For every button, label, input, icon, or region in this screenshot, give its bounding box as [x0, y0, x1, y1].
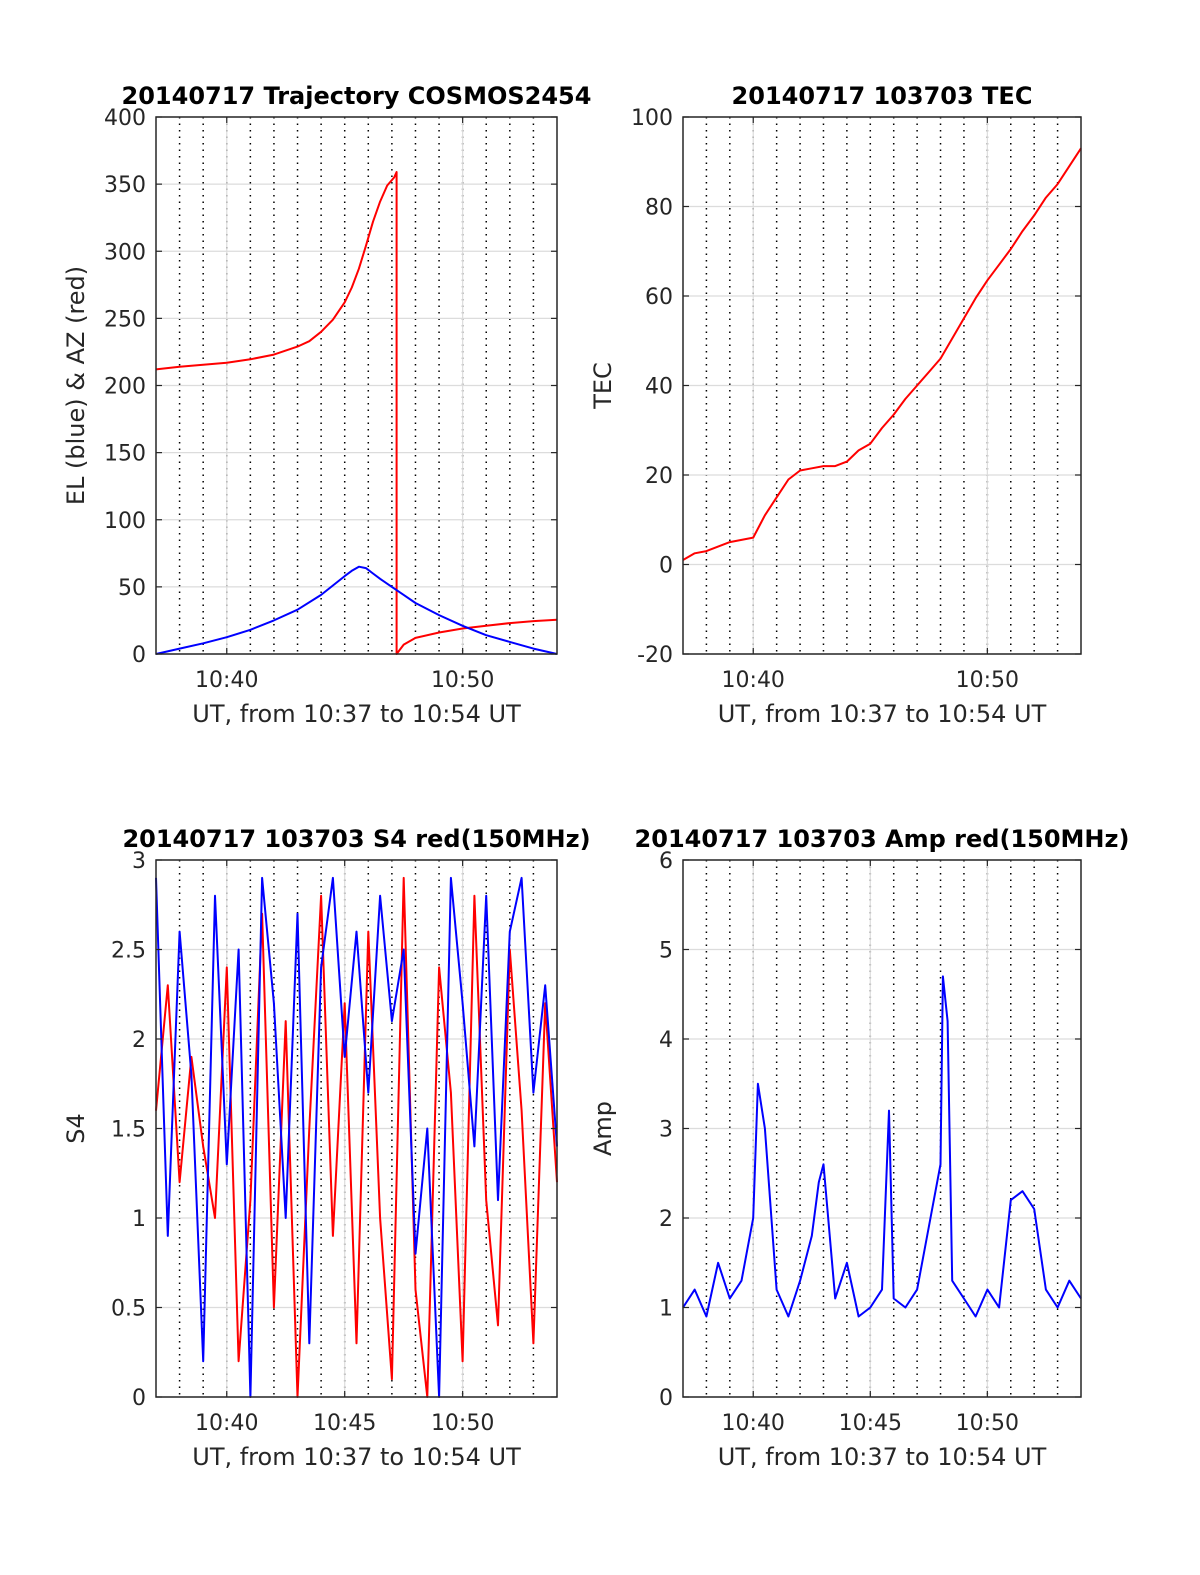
x-tick-label: 10:45 — [313, 1411, 376, 1436]
x-axis-label: UT, from 10:37 to 10:54 UT — [192, 700, 521, 728]
y-tick-label: 1 — [132, 1207, 146, 1232]
x-axis-label: UT, from 10:37 to 10:54 UT — [718, 700, 1047, 728]
chart-panel-4: 0 1 2 3 4 5 6 10:40 10:45 10:50 20140717 103703 Am… — [589, 825, 1129, 1471]
y-tick-label: 3 — [659, 1118, 673, 1143]
x-tick-label: 10:40 — [722, 1411, 785, 1436]
y-tick-label: 0 — [659, 554, 673, 579]
y-tick-label: 0 — [659, 1386, 673, 1411]
series-line-1 — [682, 975, 1082, 1318]
y-tick-label: 2 — [132, 1028, 146, 1053]
y-axis-label: S4 — [62, 1113, 90, 1144]
y-tick-label: 60 — [645, 285, 673, 310]
y-tick-label: 350 — [104, 173, 146, 198]
y-tick-label: 2 — [659, 1207, 673, 1232]
chart-panel-1: 0 50 100 150 200 250 300 350 400 10:40 10:50 201407… — [62, 82, 591, 728]
y-tick-label: 150 — [104, 442, 146, 467]
y-tick-label: -20 — [637, 643, 673, 668]
series-line-1 — [155, 171, 558, 655]
y-tick-label: 200 — [104, 375, 146, 400]
series-line-1 — [155, 876, 558, 1398]
y-tick-label: 300 — [104, 240, 146, 265]
y-tick-label: 40 — [645, 375, 673, 400]
series-line-2 — [155, 876, 558, 1398]
x-axis-label: UT, from 10:37 to 10:54 UT — [718, 1443, 1047, 1471]
x-tick-label: 10:50 — [956, 1411, 1019, 1436]
y-tick-label: 400 — [104, 106, 146, 131]
chart-title: 20140717 103703 TEC — [732, 82, 1033, 110]
y-tick-label: 1.5 — [111, 1118, 146, 1143]
y-tick-label: 4 — [659, 1028, 673, 1053]
x-tick-label: 10:40 — [195, 668, 258, 693]
chart-title: 20140717 103703 Amp red(150MHz) — [635, 825, 1130, 853]
chart-title: 20140717 Trajectory COSMOS2454 — [122, 82, 592, 110]
x-tick-label: 10:50 — [431, 1411, 494, 1436]
y-tick-label: 100 — [104, 509, 146, 534]
x-tick-label: 10:40 — [722, 668, 785, 693]
y-axis-label: Amp — [589, 1101, 617, 1156]
y-tick-label: 2.5 — [111, 939, 146, 964]
y-tick-label: 100 — [631, 106, 673, 131]
chart-title: 20140717 103703 S4 red(150MHz) — [122, 825, 590, 853]
y-tick-label: 250 — [104, 307, 146, 332]
y-tick-label: 0 — [132, 643, 146, 668]
chart-panel-2: -20 0 20 40 60 80 100 10:40 10:50 20140717 103703… — [589, 82, 1082, 728]
chart-panel-3: 0 0.5 1 1.5 2 2.5 3 10:40 10:45 10:50 20140717 103… — [62, 825, 591, 1471]
x-tick-label: 10:50 — [956, 668, 1019, 693]
y-tick-label: 80 — [645, 196, 673, 221]
x-tick-label: 10:50 — [431, 668, 494, 693]
series-line-2 — [155, 565, 558, 655]
y-tick-label: 5 — [659, 939, 673, 964]
series-line-1 — [682, 147, 1082, 561]
y-tick-label: 1 — [659, 1297, 673, 1322]
x-tick-label: 10:40 — [195, 1411, 258, 1436]
x-axis-label: UT, from 10:37 to 10:54 UT — [192, 1443, 521, 1471]
y-tick-label: 6 — [659, 849, 673, 874]
y-axis-label: EL (blue) & AZ (red) — [62, 266, 90, 505]
y-tick-label: 50 — [118, 576, 146, 601]
y-tick-label: 0 — [132, 1386, 146, 1411]
y-axis-label: TEC — [589, 362, 617, 410]
y-tick-label: 0.5 — [111, 1297, 146, 1322]
x-tick-label: 10:45 — [839, 1411, 902, 1436]
y-tick-label: 3 — [132, 849, 146, 874]
y-tick-label: 20 — [645, 464, 673, 489]
